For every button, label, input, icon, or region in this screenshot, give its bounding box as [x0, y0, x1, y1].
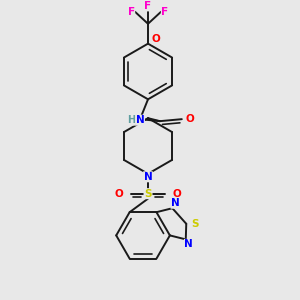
Text: O: O	[185, 114, 194, 124]
Text: N: N	[136, 115, 144, 125]
Text: N: N	[184, 239, 193, 249]
Text: F: F	[128, 7, 135, 17]
Text: F: F	[145, 1, 152, 11]
Text: O: O	[172, 189, 181, 199]
Text: S: S	[144, 189, 152, 199]
Text: F: F	[161, 7, 169, 17]
Text: N: N	[171, 198, 180, 208]
Text: O: O	[152, 34, 160, 44]
Text: N: N	[144, 172, 152, 182]
Text: O: O	[115, 189, 124, 199]
Text: H: H	[127, 115, 135, 125]
Text: S: S	[191, 219, 199, 229]
